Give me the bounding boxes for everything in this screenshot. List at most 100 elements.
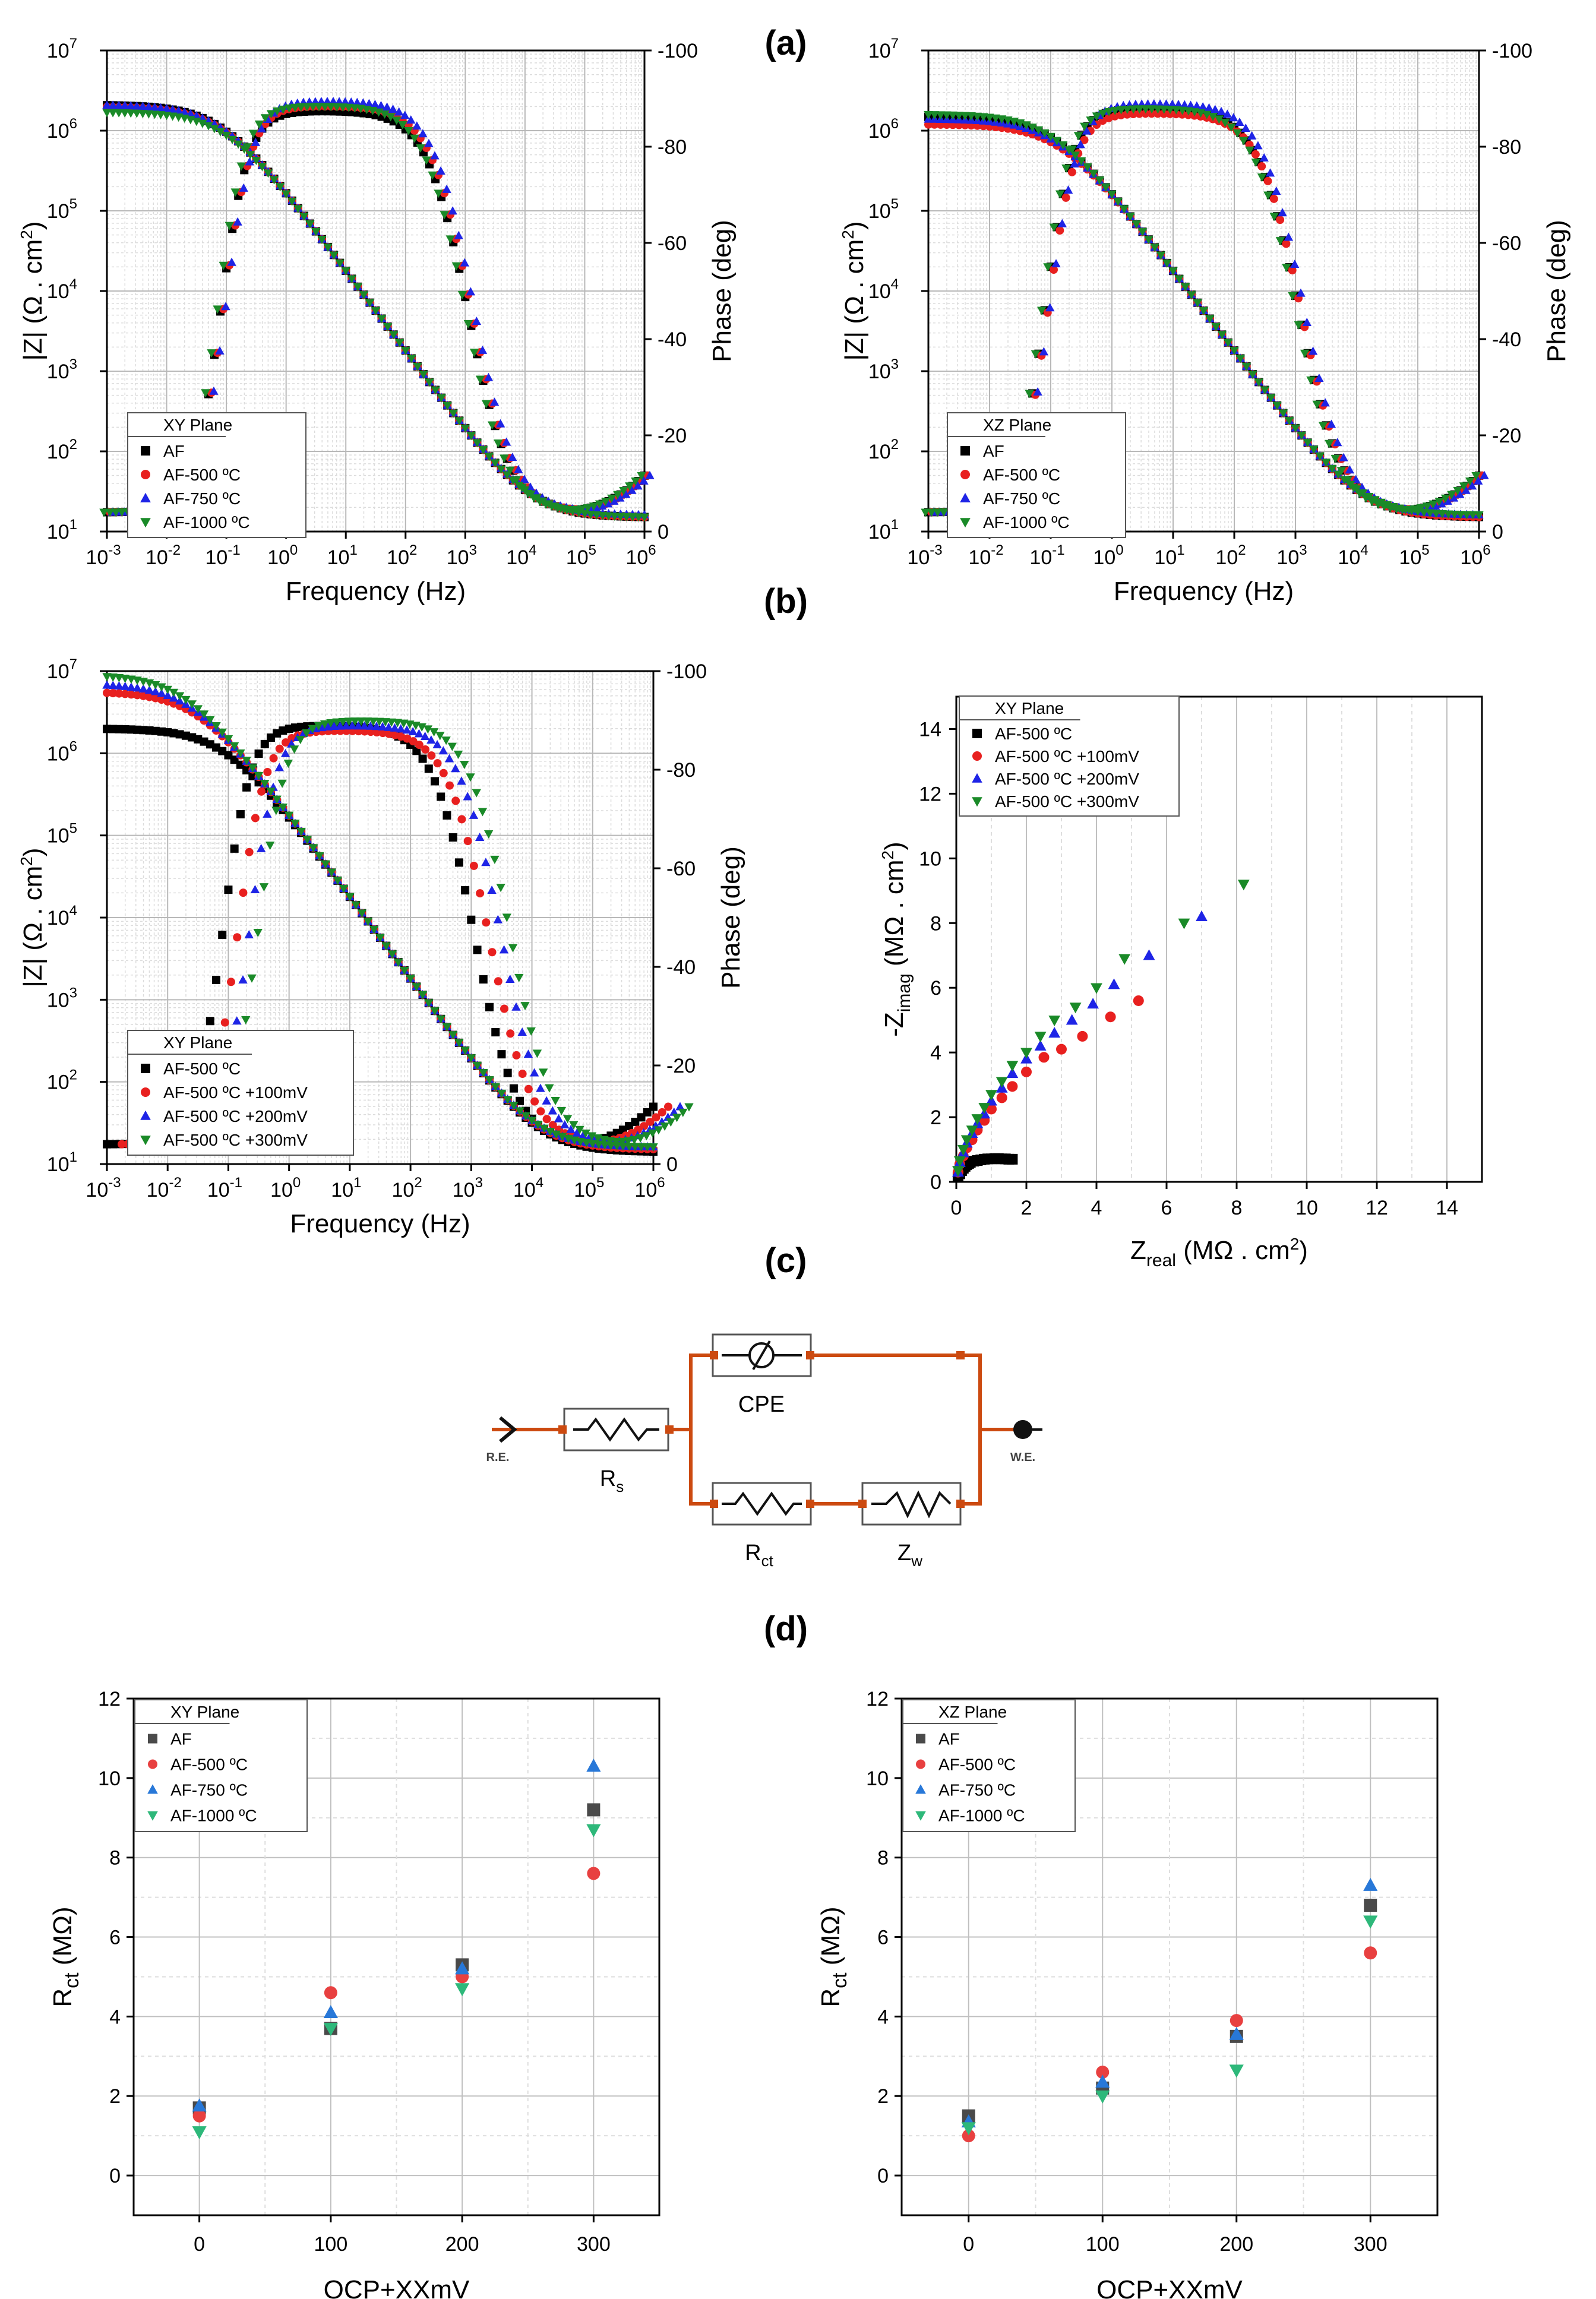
z-point	[1113, 198, 1123, 207]
phase-point	[1165, 106, 1175, 115]
z-point	[643, 1143, 652, 1152]
data-point	[587, 1867, 601, 1880]
z-point	[630, 1143, 640, 1152]
y-tick-exp: 7	[69, 656, 77, 672]
phase-point	[429, 728, 439, 737]
z-point	[1443, 510, 1453, 519]
z-point	[222, 131, 231, 140]
z-point	[138, 110, 148, 119]
phase-point	[548, 1106, 558, 1115]
phase-point	[227, 978, 235, 986]
phase-point	[1410, 505, 1420, 514]
phase-point	[581, 1129, 590, 1138]
phase-point	[1221, 119, 1230, 128]
phase-point	[342, 721, 351, 730]
z-point	[443, 401, 452, 410]
panel-label-c: (c)	[765, 1241, 807, 1280]
phase-point	[1123, 110, 1132, 119]
legend-label: AF-1000 ºC	[983, 513, 1070, 532]
phase-point	[1174, 100, 1183, 109]
z-point	[551, 1130, 561, 1139]
phase-point	[482, 918, 491, 927]
y2-tick-label: -40	[666, 956, 696, 979]
phase-point	[478, 345, 488, 354]
y-tick-label: 102	[868, 437, 899, 463]
phase-point	[1067, 145, 1077, 154]
phase-point	[451, 262, 461, 271]
phase-point	[1447, 491, 1456, 499]
phase-point	[460, 760, 469, 769]
y-axis-title: |Z| (Ω . cm2)	[839, 221, 869, 360]
phase-point	[1147, 109, 1156, 118]
phase-point	[412, 121, 422, 130]
phase-point	[266, 110, 276, 119]
x-tick-label: 100	[267, 542, 298, 569]
phase-point	[1086, 116, 1095, 125]
data-point	[1048, 1027, 1061, 1038]
z-point	[151, 687, 160, 695]
y-tick-label: 104	[47, 903, 77, 929]
z-point	[545, 1127, 555, 1136]
x-axis-title: OCP+XXmV	[324, 2275, 470, 2299]
z-point	[1224, 339, 1233, 347]
phase-point	[1312, 400, 1322, 409]
wire-top-branch	[689, 1354, 713, 1430]
phase-point	[285, 104, 294, 113]
legend-box	[959, 695, 1180, 817]
z-point	[1162, 259, 1172, 268]
z-point	[436, 1015, 445, 1024]
z-point	[1095, 176, 1105, 185]
data-point	[586, 1759, 601, 1772]
panel-label-a: (a)	[765, 24, 807, 62]
phase-point	[1336, 467, 1347, 476]
x-tick-exp: -3	[930, 542, 942, 558]
phase-point	[483, 372, 494, 381]
legend-marker	[141, 470, 150, 479]
phase-point	[320, 720, 330, 729]
y-tick-label: 107	[47, 656, 77, 683]
y-tick-label: 8	[877, 1847, 889, 1870]
y-tick-exp: 3	[69, 356, 77, 372]
z-point	[484, 453, 494, 461]
phase-point	[382, 102, 392, 111]
z-point	[1211, 322, 1221, 331]
x-tick-base: 10	[634, 1179, 657, 1201]
data-point	[1178, 918, 1190, 929]
phase-point	[927, 508, 936, 517]
phase-point	[224, 886, 233, 894]
x-tick-label: 101	[331, 1175, 361, 1201]
phase-point	[1229, 113, 1238, 122]
phase-point	[520, 1002, 530, 1011]
y-tick-exp: 3	[891, 356, 899, 372]
phase-point	[251, 137, 261, 146]
legend-marker	[960, 446, 970, 456]
z-point	[448, 1031, 458, 1040]
x-tick-base: 10	[1154, 546, 1177, 569]
phase-point	[1272, 186, 1281, 195]
phase-point	[259, 883, 269, 892]
phase-point	[621, 489, 631, 498]
phase-point	[263, 767, 272, 776]
y-tick-exp: 4	[891, 276, 899, 292]
z-point	[150, 102, 160, 111]
legend-marker	[960, 470, 970, 479]
phase-point	[1123, 105, 1132, 114]
z-point	[120, 681, 130, 690]
phase-point	[1300, 349, 1310, 358]
phase-point	[1238, 137, 1249, 146]
phase-point	[378, 722, 387, 731]
phase-point	[326, 719, 336, 728]
z-point	[1309, 445, 1319, 454]
x-tick-base: 10	[147, 1179, 169, 1201]
phase-point	[529, 494, 539, 503]
phase-point	[432, 740, 442, 749]
z-point	[954, 112, 964, 121]
phase-point	[1033, 387, 1042, 396]
phase-point	[1349, 484, 1358, 493]
phase-point	[1361, 494, 1371, 503]
z-point	[323, 244, 333, 252]
phase-point	[326, 103, 336, 112]
x-tick-exp: 1	[1177, 542, 1184, 558]
x-tick-base: 10	[270, 1179, 293, 1201]
x-tick-label: 106	[1460, 542, 1490, 569]
